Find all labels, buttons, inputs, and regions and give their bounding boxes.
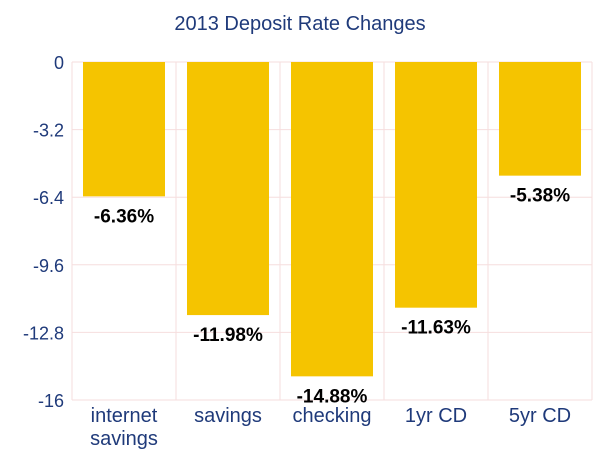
y-tick-label: -12.8 [23,323,64,343]
x-tick-label: internet [91,405,158,427]
x-tick-label: savings [194,405,262,427]
y-tick-label: -3.2 [33,121,64,141]
x-tick-label: 1yr CD [405,405,467,427]
data-label: -6.36% [94,206,154,227]
x-tick-label: 5yr CD [509,405,571,427]
x-tick-label: savings [90,428,158,450]
x-tick-label: checking [293,405,372,427]
bar [395,62,477,308]
data-label: -5.38% [510,186,570,207]
data-label: -11.98% [193,325,263,346]
y-tick-label: -16 [38,391,64,411]
bar [499,62,581,176]
y-tick-label: 0 [54,53,64,73]
bar [187,62,269,316]
data-label: -14.88% [297,386,368,407]
y-axis: 0 -3.2 -6.4 -9.6 -12.8 -16 [23,53,64,411]
data-label: -11.63% [401,318,471,339]
y-tick-label: -6.4 [33,188,64,208]
bar [83,62,165,197]
bar [291,62,373,377]
y-tick-label: -9.6 [33,256,64,276]
bars: -6.36% -11.98% -14.88% -11.63% -5.38% [83,62,581,407]
chart-title: 2013 Deposit Rate Changes [174,13,425,35]
